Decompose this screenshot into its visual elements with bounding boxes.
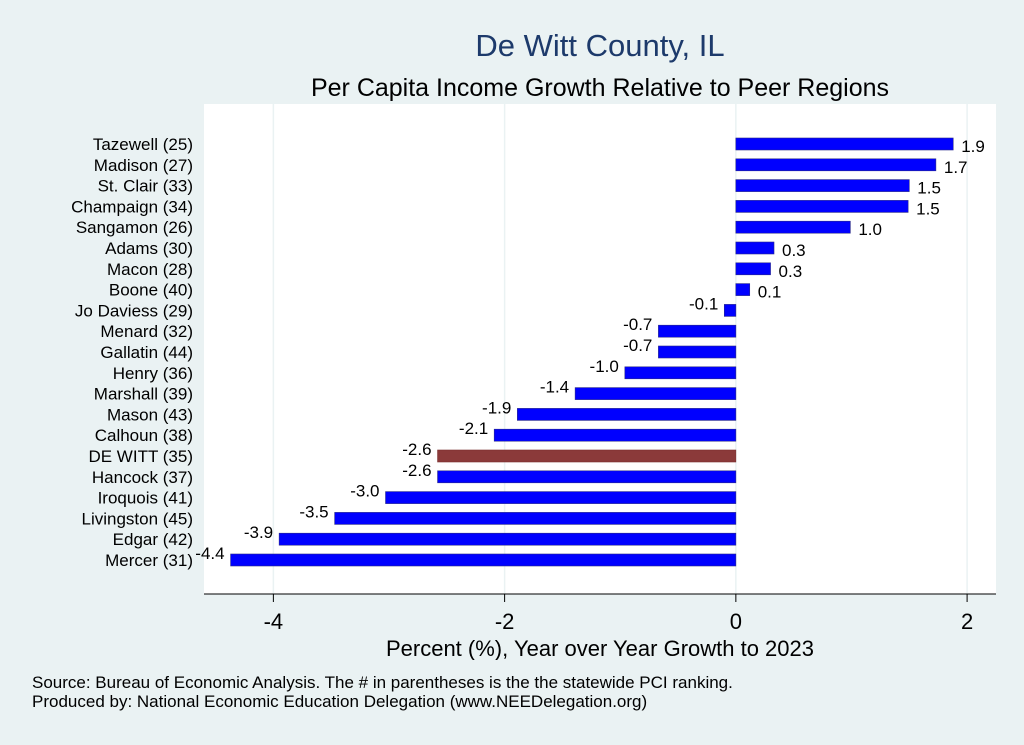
bar	[437, 470, 737, 484]
data-label: -2.6	[402, 461, 431, 480]
data-label: 0.3	[779, 262, 803, 281]
y-tick-label: Tazewell (25)	[93, 135, 193, 154]
x-axis-label: Percent (%), Year over Year Growth to 20…	[386, 636, 814, 660]
data-label: 0.3	[782, 241, 806, 260]
y-tick-label: Marshall (39)	[94, 385, 193, 404]
bar	[735, 158, 937, 172]
bar	[334, 512, 737, 525]
data-label: -2.6	[402, 440, 431, 459]
y-tick-label: Gallatin (44)	[100, 343, 193, 362]
chart-subtitle: Per Capita Income Growth Relative to Pee…	[310, 74, 890, 102]
data-label: 1.5	[916, 199, 940, 218]
data-label: -1.9	[482, 398, 511, 417]
y-tick-label: Sangamon (26)	[76, 218, 193, 237]
data-label: -1.4	[540, 378, 569, 397]
y-tick-label: Iroquois (41)	[98, 489, 193, 508]
y-tick-label: St. Clair (33)	[98, 177, 193, 196]
bar	[517, 408, 737, 421]
y-tick-label: Boone (40)	[109, 281, 193, 300]
x-tick-label: 2	[961, 609, 973, 634]
bar	[493, 428, 737, 442]
bar	[735, 283, 751, 296]
x-tick-label: 0	[730, 609, 742, 634]
data-label: -3.9	[244, 523, 273, 542]
y-tick-label: Mason (43)	[107, 405, 193, 424]
source-line: Source: Bureau of Economic Analysis. The…	[32, 673, 733, 692]
y-tick-label: DE WITT (35)	[88, 447, 193, 466]
y-tick-label: Champaign (34)	[71, 197, 193, 216]
y-tick-label: Menard (32)	[100, 322, 193, 341]
bar	[437, 449, 737, 463]
data-label: -3.0	[350, 482, 379, 501]
bar	[574, 387, 737, 400]
y-tick-label: Livingston (45)	[81, 509, 193, 528]
x-tick-label: -2	[495, 609, 515, 634]
y-tick-label: Edgar (42)	[113, 530, 193, 549]
bar-chart: -4 -2 0 2 Percent (%), Year over Year Growth…	[71, 104, 996, 660]
y-tick-label: Macon (28)	[107, 260, 193, 279]
data-label: 1.0	[858, 220, 882, 239]
y-tick-label: Madison (27)	[94, 156, 193, 175]
data-label: 1.9	[961, 137, 985, 156]
y-tick-label: Adams (30)	[105, 239, 193, 258]
producer-line: Produced by: National Economic Education…	[32, 692, 648, 711]
y-tick-label: Jo Daviess (29)	[75, 301, 193, 320]
bar	[723, 304, 737, 317]
data-label: 0.1	[758, 283, 782, 302]
chart-title: De Witt County, IL	[475, 28, 725, 63]
data-label: 1.7	[944, 158, 968, 177]
bar	[735, 241, 775, 255]
data-label: -0.7	[623, 336, 652, 355]
data-label: -0.1	[689, 294, 718, 313]
bar	[278, 532, 737, 546]
data-label: -3.5	[299, 502, 328, 521]
data-label: -0.7	[623, 315, 652, 334]
y-tick-label: Calhoun (38)	[95, 426, 193, 445]
bar	[658, 345, 737, 359]
x-tick-label: -4	[264, 609, 284, 634]
bar	[735, 137, 954, 151]
bar	[735, 179, 910, 192]
bar	[624, 366, 737, 380]
y-tick-label: Mercer (31)	[105, 551, 193, 570]
bar	[735, 200, 909, 213]
y-tick-label: Henry (36)	[113, 364, 193, 383]
bar	[658, 324, 737, 338]
data-label: 1.5	[917, 179, 941, 198]
data-label: -1.0	[590, 357, 619, 376]
bar	[230, 553, 737, 567]
bar	[735, 262, 771, 276]
y-tick-label: Hancock (37)	[92, 468, 193, 487]
source-note: Source: Bureau of Economic Analysis. The…	[32, 673, 733, 711]
bar	[735, 220, 851, 234]
data-label: -2.1	[459, 419, 488, 438]
bar	[385, 491, 737, 504]
data-label: -4.4	[195, 544, 224, 563]
